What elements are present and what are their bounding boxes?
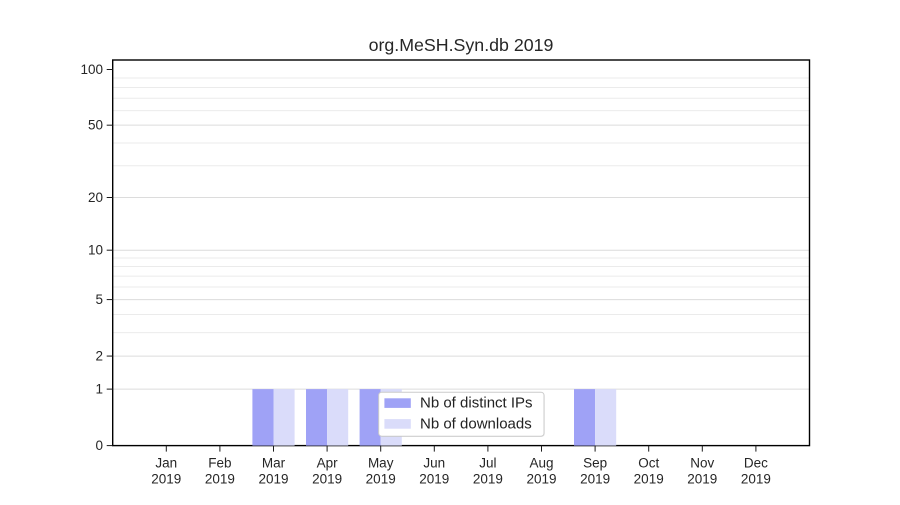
svg-text:Jul: Jul — [479, 456, 496, 471]
svg-text:0: 0 — [95, 438, 103, 453]
svg-text:org.MeSH.Syn.db 2019: org.MeSH.Syn.db 2019 — [369, 35, 554, 55]
svg-text:Dec: Dec — [744, 456, 768, 471]
svg-text:Sep: Sep — [583, 456, 607, 471]
svg-text:2019: 2019 — [473, 472, 503, 487]
svg-text:1: 1 — [95, 382, 103, 397]
svg-text:Feb: Feb — [208, 456, 231, 471]
svg-text:10: 10 — [88, 243, 103, 258]
svg-text:Jan: Jan — [155, 456, 177, 471]
svg-text:2019: 2019 — [526, 472, 556, 487]
svg-text:May: May — [368, 456, 394, 471]
svg-text:Oct: Oct — [638, 456, 659, 471]
svg-text:20: 20 — [88, 190, 103, 205]
svg-text:Nb of distinct IPs: Nb of distinct IPs — [420, 395, 533, 412]
svg-text:Nov: Nov — [690, 456, 714, 471]
svg-text:2019: 2019 — [741, 472, 771, 487]
svg-text:2019: 2019 — [580, 472, 610, 487]
svg-text:2019: 2019 — [634, 472, 664, 487]
svg-text:Apr: Apr — [317, 456, 339, 471]
svg-text:Mar: Mar — [262, 456, 286, 471]
svg-text:2: 2 — [95, 349, 103, 364]
svg-text:2019: 2019 — [312, 472, 342, 487]
svg-text:2019: 2019 — [419, 472, 449, 487]
svg-text:2019: 2019 — [205, 472, 235, 487]
svg-text:2019: 2019 — [151, 472, 181, 487]
svg-text:Nb of downloads: Nb of downloads — [420, 415, 532, 432]
svg-text:2019: 2019 — [366, 472, 396, 487]
svg-text:2019: 2019 — [258, 472, 288, 487]
svg-text:100: 100 — [80, 62, 103, 77]
svg-text:2019: 2019 — [687, 472, 717, 487]
svg-text:5: 5 — [95, 292, 103, 307]
svg-text:Jun: Jun — [423, 456, 445, 471]
svg-text:50: 50 — [88, 118, 103, 133]
svg-text:Aug: Aug — [529, 456, 553, 471]
